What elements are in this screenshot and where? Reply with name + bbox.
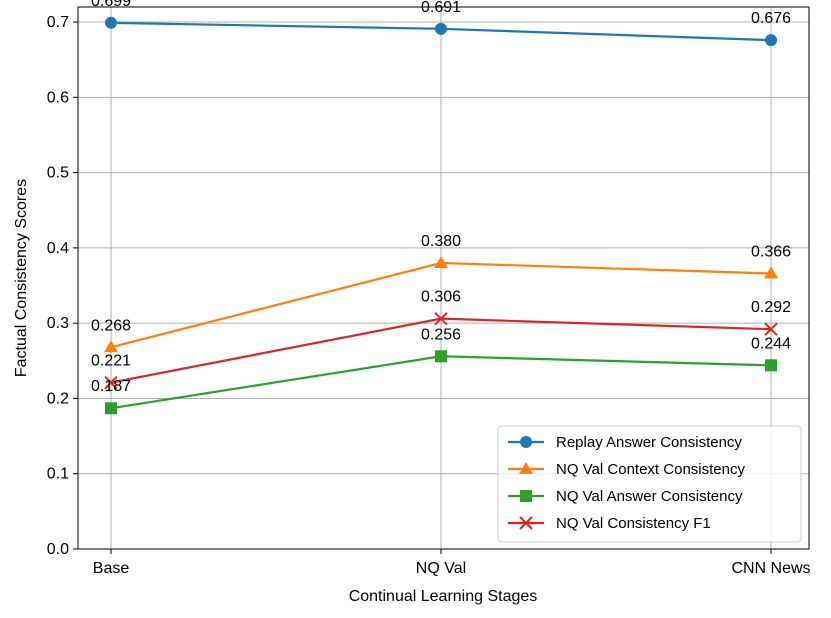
data-point (434, 255, 448, 268)
data-label: 0.380 (421, 233, 461, 250)
data-point (519, 516, 533, 530)
data-point (434, 311, 448, 326)
x-tick-label: Base (93, 560, 130, 577)
axes: 0.0 0.1 0.2 0.3 0.4 0.5 0.6 0.7 Base NQ Val CNN Ne… (47, 14, 811, 577)
y-tick-label: 0.1 (47, 466, 69, 483)
legend-label: Replay Answer Consistency (556, 434, 742, 451)
data-point (520, 490, 532, 502)
data-point (764, 266, 778, 279)
data-label: 0.699 (91, 0, 131, 10)
data-point (435, 350, 447, 363)
data-point (435, 22, 447, 35)
data-point (765, 34, 777, 47)
x-marker-stroke (764, 322, 778, 336)
data-point (765, 359, 777, 372)
legend-label: NQ Val Consistency F1 (556, 515, 711, 532)
legend: Replay Answer Consistency NQ Val Context … (497, 425, 802, 543)
x-marker-stroke (104, 375, 118, 390)
data-point (764, 322, 778, 336)
y-tick-label: 0.5 (47, 165, 69, 182)
data-point (520, 436, 532, 448)
x-marker-stroke (434, 311, 448, 326)
y-axis-title: Factual Consistency Scores (13, 179, 30, 377)
legend-label: NQ Val Answer Consistency (556, 488, 743, 505)
y-tick-label: 0.6 (47, 89, 69, 106)
data-point (105, 402, 117, 415)
data-label: 0.187 (91, 378, 131, 395)
data-label: 0.268 (91, 317, 131, 334)
data-label: 0.221 (91, 353, 131, 370)
data-label: 0.676 (751, 10, 791, 27)
series-layer (104, 16, 778, 415)
y-tick-label: 0.7 (47, 14, 69, 31)
data-label: 0.244 (751, 335, 791, 352)
plot-frame (77, 6, 810, 550)
data-point (519, 462, 533, 474)
data-label: 0.366 (751, 243, 791, 260)
data-label: 0.256 (421, 326, 461, 343)
x-marker-stroke (519, 516, 533, 530)
legend-label: NQ Val Context Consistency (556, 461, 745, 478)
data-label: 0.691 (421, 0, 461, 16)
x-tick-label: NQ Val (416, 560, 466, 577)
data-point (104, 340, 118, 353)
data-point (105, 16, 117, 29)
data-labels: 0.699 0.691 0.676 0.268 0.380 0.366 0.187 0.256… (91, 0, 791, 395)
y-tick-label: 0.0 (47, 541, 69, 558)
x-axis-title: Continual Learning Stages (349, 588, 538, 605)
data-label: 0.306 (421, 289, 461, 306)
grid (78, 7, 809, 550)
y-tick-label: 0.3 (47, 315, 69, 332)
data-point (104, 375, 118, 390)
legend-box (497, 425, 802, 543)
y-tick-label: 0.2 (47, 390, 69, 407)
x-tick-label: CNN News (731, 560, 810, 577)
y-tick-label: 0.4 (47, 240, 69, 257)
data-label: 0.292 (751, 299, 791, 316)
